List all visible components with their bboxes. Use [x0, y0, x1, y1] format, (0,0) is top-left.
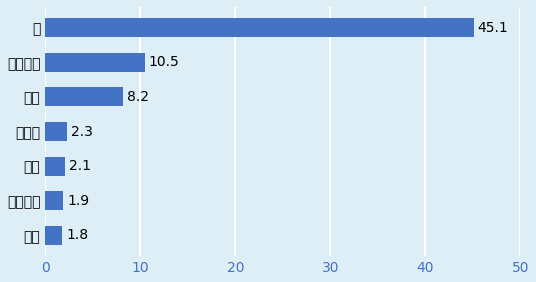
Bar: [46, 157, 65, 176]
Text: 10.5: 10.5: [149, 55, 180, 69]
Bar: [46, 122, 67, 141]
Text: 2.3: 2.3: [71, 125, 93, 138]
Text: 45.1: 45.1: [478, 21, 508, 35]
Text: 1.9: 1.9: [67, 194, 90, 208]
Text: 1.8: 1.8: [66, 228, 88, 242]
Bar: [46, 18, 474, 37]
Bar: [46, 226, 62, 245]
Text: 8.2: 8.2: [127, 90, 149, 104]
Text: 2.1: 2.1: [69, 159, 91, 173]
Bar: [46, 191, 63, 210]
Bar: [46, 53, 145, 72]
Bar: [46, 87, 123, 107]
